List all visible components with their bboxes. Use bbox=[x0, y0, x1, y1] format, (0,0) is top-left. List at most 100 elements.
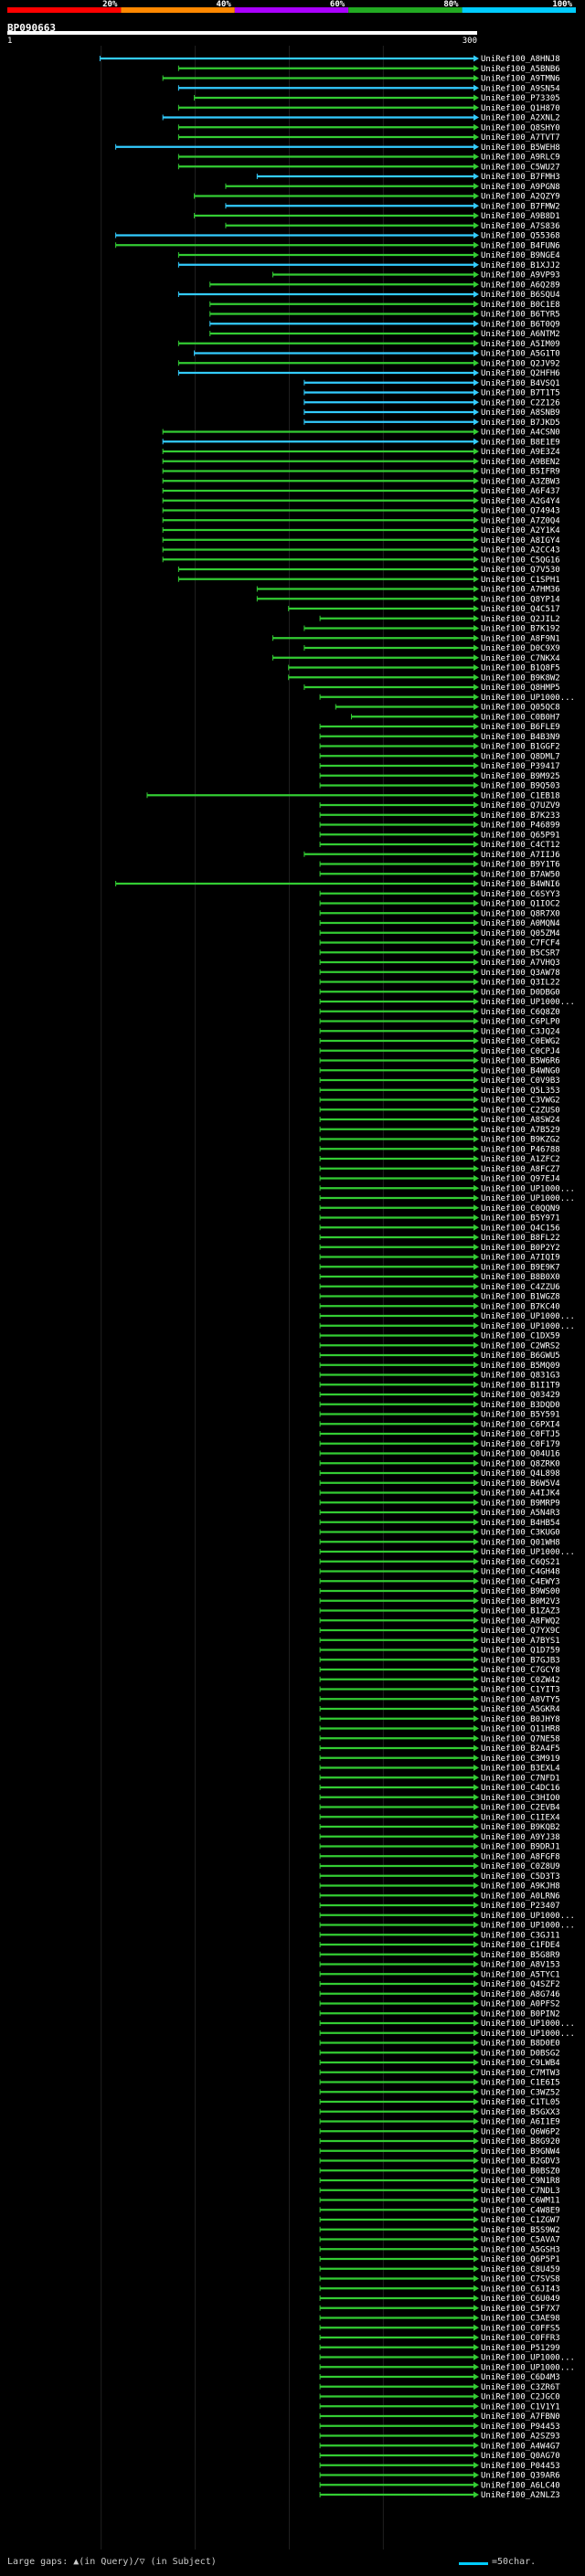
hit-label[interactable]: UniRef100_C7NFD1 bbox=[481, 1774, 560, 1783]
hit-label[interactable]: UniRef100_C7FCF4 bbox=[481, 939, 560, 949]
hit-label[interactable]: UniRef100_P23407 bbox=[481, 1902, 560, 1911]
hit-label[interactable]: UniRef100_A8G746 bbox=[481, 1990, 560, 1999]
hit-label[interactable]: UniRef100_C5D3T3 bbox=[481, 1872, 560, 1882]
hit-label[interactable]: UniRef100_C1SPH1 bbox=[481, 576, 560, 585]
hit-label[interactable]: UniRef100_Q8ZRK0 bbox=[481, 1459, 560, 1468]
hit-label[interactable]: UniRef100_C3VWG2 bbox=[481, 1097, 560, 1106]
hit-label[interactable]: UniRef100_Q2JV92 bbox=[481, 359, 560, 368]
hit-label[interactable]: UniRef100_Q04U16 bbox=[481, 1450, 560, 1459]
hit-label[interactable]: UniRef100_P73305 bbox=[481, 94, 560, 103]
hit-label[interactable]: UniRef100_B9MRP9 bbox=[481, 1499, 560, 1508]
hit-label[interactable]: UniRef100_B0JHY8 bbox=[481, 1715, 560, 1724]
hit-label[interactable]: UniRef100_Q65P91 bbox=[481, 831, 560, 840]
hit-label[interactable]: UniRef100_B7T1T5 bbox=[481, 389, 560, 398]
hit-label[interactable]: UniRef100_C1EB18 bbox=[481, 791, 560, 800]
hit-label[interactable]: UniRef100_A2Y1K4 bbox=[481, 526, 560, 535]
hit-label[interactable]: UniRef100_C1TL05 bbox=[481, 2098, 560, 2107]
hit-label[interactable]: UniRef100_C3GJ11 bbox=[481, 1931, 560, 1940]
hit-label[interactable]: UniRef100_A9VP93 bbox=[481, 271, 560, 281]
hit-label[interactable]: UniRef100_B4WNG0 bbox=[481, 1066, 560, 1076]
hit-label[interactable]: UniRef100_A2CC43 bbox=[481, 546, 560, 556]
hit-label[interactable]: UniRef100_A6LC40 bbox=[481, 2481, 560, 2490]
hit-label[interactable]: UniRef100_C0Z8U9 bbox=[481, 1862, 560, 1871]
hit-label[interactable]: UniRef100_D0DBG0 bbox=[481, 988, 560, 997]
hit-label[interactable]: UniRef100_A8SW24 bbox=[481, 1116, 560, 1125]
hit-label[interactable]: UniRef100_B5CSR7 bbox=[481, 949, 560, 958]
hit-label[interactable]: UniRef100_A0PFS2 bbox=[481, 2000, 560, 2009]
hit-label[interactable]: UniRef100_B8E1E9 bbox=[481, 438, 560, 447]
hit-label[interactable]: UniRef100_A8FGF8 bbox=[481, 1852, 560, 1861]
hit-label[interactable]: UniRef100_B9Q503 bbox=[481, 782, 560, 791]
hit-label[interactable]: UniRef100_UP1000... bbox=[481, 1912, 575, 1921]
hit-label[interactable]: UniRef100_B0P2Y2 bbox=[481, 1244, 560, 1253]
hit-label[interactable]: UniRef100_Q4SZF2 bbox=[481, 1980, 560, 1989]
hit-label[interactable]: UniRef100_B5GXX3 bbox=[481, 2108, 560, 2117]
hit-label[interactable]: UniRef100_B9WS00 bbox=[481, 1587, 560, 1596]
hit-label[interactable]: UniRef100_B6FLE9 bbox=[481, 723, 560, 732]
hit-label[interactable]: UniRef100_B9K8W2 bbox=[481, 673, 560, 683]
hit-label[interactable]: UniRef100_B1XJJ2 bbox=[481, 261, 560, 270]
hit-label[interactable]: UniRef100_B9Y1T6 bbox=[481, 861, 560, 870]
hit-label[interactable]: UniRef100_B8B0X0 bbox=[481, 1273, 560, 1282]
hit-label[interactable]: UniRef100_UP1000... bbox=[481, 2030, 575, 2039]
hit-label[interactable]: UniRef100_B9E9K7 bbox=[481, 1263, 560, 1272]
hit-label[interactable]: UniRef100_Q97EJ4 bbox=[481, 1175, 560, 1184]
hit-label[interactable]: UniRef100_C0FTJ5 bbox=[481, 1430, 560, 1439]
hit-label[interactable]: UniRef100_A3ZBW3 bbox=[481, 477, 560, 486]
hit-label[interactable]: UniRef100_C4W8E9 bbox=[481, 2206, 560, 2215]
hit-label[interactable]: UniRef100_Q11HR8 bbox=[481, 1725, 560, 1734]
hit-label[interactable]: UniRef100_A7IQI9 bbox=[481, 1254, 560, 1263]
hit-label[interactable]: UniRef100_D0C9X9 bbox=[481, 644, 560, 653]
hit-label[interactable]: UniRef100_A8F9N1 bbox=[481, 634, 560, 643]
hit-label[interactable]: UniRef100_A7VHQ3 bbox=[481, 959, 560, 968]
hit-label[interactable]: UniRef100_C3JQ24 bbox=[481, 1027, 560, 1036]
hit-label[interactable]: UniRef100_Q2JIL2 bbox=[481, 615, 560, 624]
hit-label[interactable]: UniRef100_B9KZG2 bbox=[481, 1136, 560, 1145]
hit-label[interactable]: UniRef100_B6GWU5 bbox=[481, 1352, 560, 1361]
hit-label[interactable]: UniRef100_A1ZFC2 bbox=[481, 1155, 560, 1164]
hit-label[interactable]: UniRef100_A7TVT7 bbox=[481, 133, 560, 143]
hit-label[interactable]: UniRef100_C2WRS2 bbox=[481, 1341, 560, 1351]
hit-label[interactable]: UniRef100_A5N4R3 bbox=[481, 1509, 560, 1518]
hit-label[interactable]: UniRef100_A0MQN4 bbox=[481, 919, 560, 928]
hit-label[interactable]: UniRef100_C7NKX4 bbox=[481, 654, 560, 663]
hit-label[interactable]: UniRef100_B7GJB3 bbox=[481, 1656, 560, 1665]
hit-label[interactable]: UniRef100_A5IM09 bbox=[481, 340, 560, 349]
hit-label[interactable]: UniRef100_A7BYS1 bbox=[481, 1637, 560, 1646]
hit-label[interactable]: UniRef100_C3ZR6T bbox=[481, 2383, 560, 2392]
hit-label[interactable]: UniRef100_C2Z126 bbox=[481, 398, 560, 408]
hit-label[interactable]: UniRef100_Q6P5P1 bbox=[481, 2255, 560, 2264]
hit-label[interactable]: UniRef100_A9B8D1 bbox=[481, 212, 560, 221]
hit-label[interactable]: UniRef100_Q39AR6 bbox=[481, 2472, 560, 2481]
hit-label[interactable]: UniRef100_Q55368 bbox=[481, 232, 560, 241]
hit-label[interactable]: UniRef100_B1WGZ8 bbox=[481, 1293, 560, 1302]
hit-label[interactable]: UniRef100_Q3IL22 bbox=[481, 979, 560, 988]
hit-label[interactable]: UniRef100_B2GDV3 bbox=[481, 2157, 560, 2167]
hit-label[interactable]: UniRef100_C4ZZU6 bbox=[481, 1283, 560, 1292]
hit-label[interactable]: UniRef100_B5Y971 bbox=[481, 1214, 560, 1224]
hit-label[interactable]: UniRef100_Q8R7X0 bbox=[481, 909, 560, 918]
hit-label[interactable]: UniRef100_C7NDL3 bbox=[481, 2187, 560, 2196]
hit-label[interactable]: UniRef100_B5MQ09 bbox=[481, 1362, 560, 1371]
hit-label[interactable]: UniRef100_Q7NE58 bbox=[481, 1734, 560, 1744]
hit-label[interactable]: UniRef100_C0ZW42 bbox=[481, 1676, 560, 1685]
hit-label[interactable]: UniRef100_A7HM36 bbox=[481, 586, 560, 595]
hit-label[interactable]: UniRef100_Q1IOC2 bbox=[481, 900, 560, 909]
hit-label[interactable]: UniRef100_A5GKR4 bbox=[481, 1705, 560, 1714]
hit-label[interactable]: UniRef100_C0FFR3 bbox=[481, 2334, 560, 2343]
hit-label[interactable]: UniRef100_C0V9B3 bbox=[481, 1076, 560, 1086]
hit-label[interactable]: UniRef100_UP1000... bbox=[481, 1194, 575, 1203]
hit-label[interactable]: UniRef100_C1YIT3 bbox=[481, 1686, 560, 1695]
hit-label[interactable]: UniRef100_A9E3Z4 bbox=[481, 448, 560, 457]
hit-label[interactable]: UniRef100_B9GNW4 bbox=[481, 2147, 560, 2157]
hit-label[interactable]: UniRef100_C0EWG2 bbox=[481, 1037, 560, 1046]
hit-label[interactable]: UniRef100_C7MTW3 bbox=[481, 2069, 560, 2078]
hit-label[interactable]: UniRef100_C6PXI4 bbox=[481, 1420, 560, 1429]
hit-label[interactable]: UniRef100_A8FCZ7 bbox=[481, 1165, 560, 1174]
hit-label[interactable]: UniRef100_C0F179 bbox=[481, 1440, 560, 1449]
hit-label[interactable]: UniRef100_C5F7X7 bbox=[481, 2305, 560, 2314]
hit-label[interactable]: UniRef100_B4VSQ1 bbox=[481, 379, 560, 388]
hit-label[interactable]: UniRef100_C6QS21 bbox=[481, 1558, 560, 1567]
hit-label[interactable]: UniRef100_P94453 bbox=[481, 2422, 560, 2432]
hit-label[interactable]: UniRef100_C6SYY3 bbox=[481, 890, 560, 899]
